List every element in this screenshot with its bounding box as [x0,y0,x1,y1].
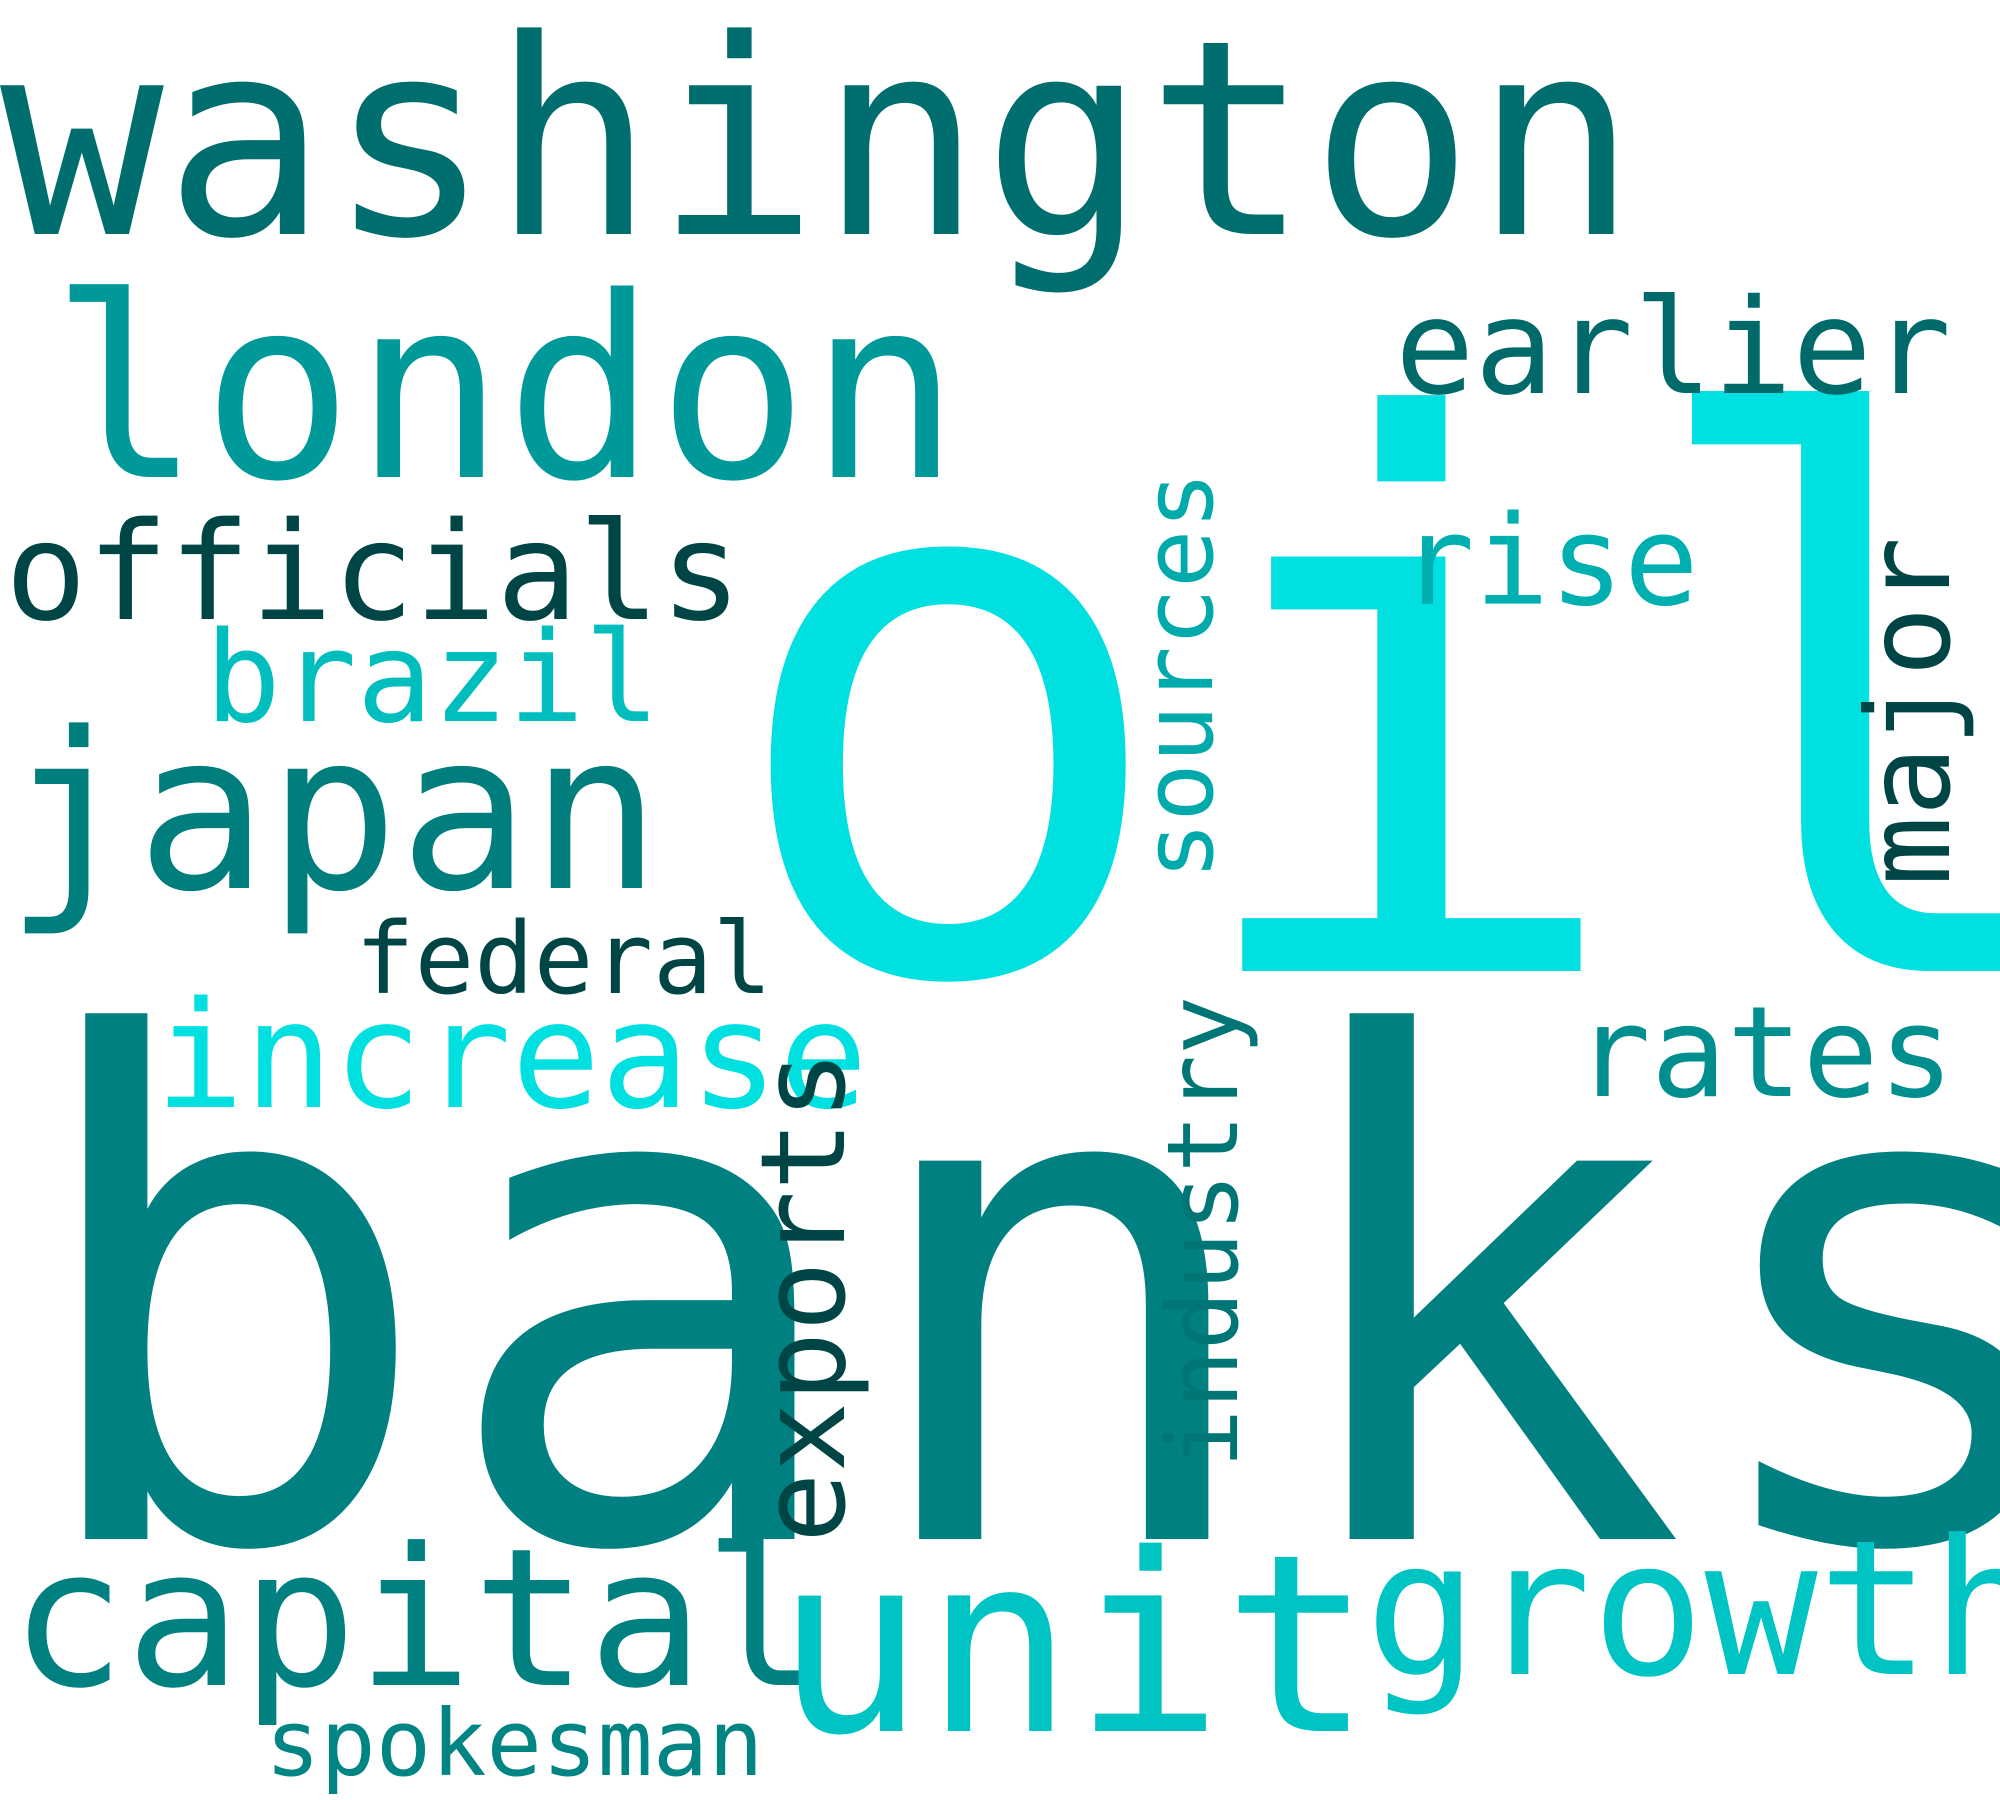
word-sources: sources [1122,471,1235,880]
word-federal: federal [355,902,773,1017]
word-major: major [1842,536,1977,886]
word-exports: exports [735,1049,872,1543]
word-rise: rise [1400,490,1699,634]
word-washington: washington [0,0,1638,299]
word-unit: unit [775,1502,1373,1790]
word-banks: banks [20,898,2000,1703]
word-officials: officials [5,494,742,652]
word-earlier: earlier [1395,271,1952,425]
word-industry: industry [1147,995,1261,1468]
word-increase: increase [155,970,868,1142]
word-london: london [50,244,961,537]
word-rates: rates [1575,979,1955,1126]
word-brazil: brazil [205,604,661,751]
word-oil: oil [720,267,2000,1150]
word-growth: growth [1365,1500,2000,1719]
word-capital: capital [10,1508,820,1731]
word-spokesman: spokesman [265,1690,764,1797]
word-japan: japan [5,687,662,940]
